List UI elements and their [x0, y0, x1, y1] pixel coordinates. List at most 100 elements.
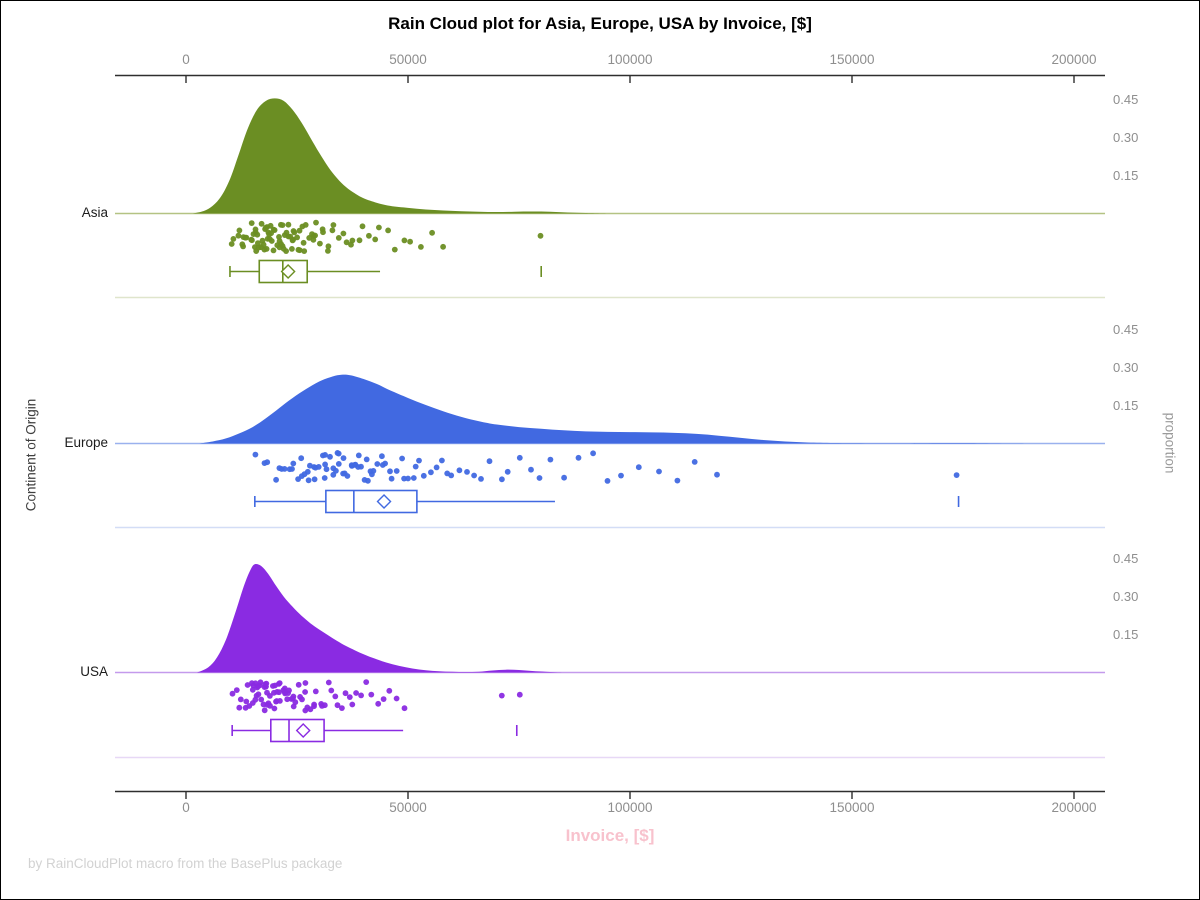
rain-point-europe	[561, 474, 567, 481]
rain-point-europe	[464, 469, 470, 475]
rain-point-europe	[290, 460, 297, 467]
rain-point-asia	[385, 227, 391, 234]
rain-point-usa	[358, 692, 364, 699]
rain-point-usa	[302, 680, 309, 686]
x-axis-top-tick-label: 50000	[389, 52, 427, 67]
rain-point-asia	[270, 247, 277, 254]
rain-point-asia	[401, 237, 408, 244]
rain-point-usa	[258, 696, 265, 703]
group-label-usa: USA	[80, 663, 108, 679]
rain-point-asia	[325, 248, 331, 254]
rain-point-europe	[321, 475, 328, 481]
rain-point-europe	[315, 464, 322, 470]
rain-point-europe	[714, 471, 720, 478]
rain-point-europe	[504, 468, 511, 475]
rain-point-usa	[249, 686, 256, 693]
rain-point-usa	[393, 695, 400, 702]
rain-point-usa	[297, 694, 303, 700]
rain-point-asia	[349, 237, 356, 244]
rain-point-europe	[365, 477, 371, 484]
rain-point-asia	[254, 231, 261, 238]
rain-point-usa	[321, 702, 328, 709]
rain-point-asia	[340, 230, 347, 237]
rain-point-asia	[260, 241, 267, 248]
rain-point-europe	[358, 463, 364, 470]
rain-point-asia	[317, 240, 323, 247]
rain-point-europe	[691, 459, 698, 465]
rain-point-asia	[356, 237, 363, 244]
rain-point-europe	[304, 468, 311, 475]
rain-point-usa	[342, 690, 349, 697]
box-asia-mean-diamond	[280, 264, 296, 279]
rain-point-europe	[355, 452, 362, 459]
rain-point-asia	[418, 244, 424, 250]
rain-point-europe	[344, 473, 351, 479]
x-axis-top-tick-label: 100000	[607, 52, 653, 67]
rain-point-europe	[323, 466, 330, 473]
rain-point-europe	[333, 467, 339, 474]
rain-point-asia	[266, 231, 272, 238]
rain-point-europe	[604, 478, 611, 484]
rain-point-europe	[322, 452, 328, 458]
rain-point-usa	[295, 681, 302, 688]
rain-point-europe	[379, 453, 385, 460]
rain-point-asia	[300, 239, 307, 246]
rain-point-europe	[618, 472, 624, 479]
rain-point-asia	[263, 246, 270, 252]
rain-point-usa	[311, 701, 317, 708]
rain-point-europe	[456, 467, 463, 474]
rain-point-usa	[267, 693, 273, 699]
rain-point-europe	[428, 469, 434, 476]
rain-point-usa	[349, 701, 356, 708]
proportion-tick-label: 0.45	[1113, 91, 1139, 107]
y-axis-title: Continent of Origin	[23, 398, 39, 512]
rain-point-europe	[516, 454, 523, 461]
rain-point-asia	[301, 248, 308, 255]
rain-point-usa	[233, 687, 240, 693]
density-cloud-asia	[192, 98, 608, 214]
rain-point-asia	[319, 226, 326, 233]
chart-title: Rain Cloud plot for Asia, Europe, USA by…	[388, 14, 812, 33]
rain-point-usa	[263, 680, 270, 687]
rain-point-usa	[312, 688, 319, 695]
rain-point-usa	[255, 691, 262, 698]
rain-point-asia	[391, 246, 398, 253]
rain-point-usa	[256, 682, 263, 689]
rain-point-usa	[243, 698, 250, 705]
rain-point-europe	[322, 461, 328, 468]
rain-point-europe	[536, 475, 543, 481]
rain-point-asia	[296, 247, 303, 254]
rain-point-usa	[346, 694, 353, 700]
rain-point-usa	[271, 705, 278, 712]
rain-point-europe	[388, 475, 395, 482]
x-axis-bottom-tick-label: 50000	[389, 800, 427, 815]
rain-point-usa	[284, 696, 291, 703]
proportion-tick-label: 0.30	[1113, 588, 1139, 604]
rain-point-asia	[279, 222, 286, 229]
proportion-tick-label: 0.45	[1113, 321, 1139, 337]
footer-note: by RainCloudPlot macro from the BasePlus…	[28, 856, 343, 871]
x-axis-top-tick-label: 150000	[829, 52, 875, 67]
rain-point-europe	[298, 455, 305, 462]
rain-point-europe	[273, 476, 279, 483]
rain-point-europe	[374, 461, 381, 467]
x-axis-bottom-tick-label: 100000	[607, 800, 653, 815]
rain-point-usa	[334, 702, 341, 709]
rain-point-europe	[289, 466, 295, 472]
rain-point-usa	[368, 691, 375, 698]
rain-point-europe	[327, 453, 333, 460]
rain-point-europe	[433, 464, 440, 471]
rain-point-europe	[439, 457, 445, 464]
rain-point-asia	[230, 236, 237, 242]
rain-point-europe	[382, 460, 388, 467]
rain-point-usa	[353, 690, 359, 696]
rain-point-usa	[237, 696, 244, 703]
rain-point-usa	[328, 687, 335, 694]
density-cloud-europe	[199, 374, 1030, 444]
proportion-tick-label: 0.15	[1113, 167, 1139, 183]
rain-point-europe	[575, 454, 582, 461]
rain-point-asia	[285, 221, 292, 228]
rain-point-asia	[276, 234, 282, 240]
rain-point-europe	[674, 477, 681, 484]
rain-point-asia	[335, 235, 342, 241]
